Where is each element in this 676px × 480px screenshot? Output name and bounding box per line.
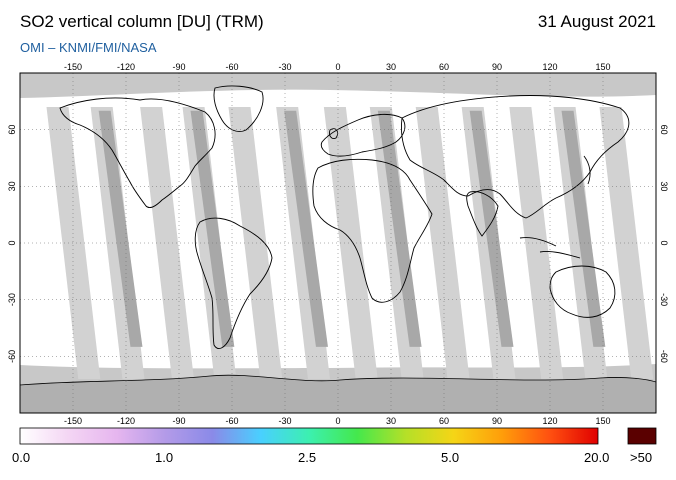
longitude-tick-label: 150 bbox=[595, 62, 610, 72]
colorbar-label-1: 1.0 bbox=[155, 450, 174, 465]
swath-overlap-band bbox=[377, 110, 422, 347]
latitude-tick-label-right: 60 bbox=[659, 125, 669, 135]
latitude-tick-label-left: -30 bbox=[7, 293, 17, 306]
latitude-tick-label-right: 30 bbox=[659, 181, 669, 191]
africa-outline bbox=[312, 158, 433, 303]
longitude-tick-label: -30 bbox=[278, 62, 291, 72]
longitude-tick-label: 120 bbox=[542, 416, 557, 426]
greenland-outline bbox=[213, 85, 264, 132]
data-source-credit: OMI – KNMI/FMI/NASA bbox=[20, 40, 157, 55]
colorbar-label-2: 2.5 bbox=[298, 450, 317, 465]
orbit-gap-swath bbox=[46, 107, 101, 379]
swath-overlap-band bbox=[561, 110, 606, 347]
longitude-tick-label: 30 bbox=[386, 416, 396, 426]
british-isles-outline bbox=[329, 128, 339, 139]
colorbar-overflow-swatch bbox=[627, 427, 657, 445]
south-america-outline bbox=[194, 217, 273, 349]
swath-overlap-band bbox=[98, 110, 143, 347]
longitude-tick-label: -120 bbox=[117, 416, 135, 426]
swath-overlap-bands bbox=[98, 110, 606, 347]
longitude-tick-label: 90 bbox=[492, 62, 502, 72]
latitude-tick-label-left: 60 bbox=[7, 125, 17, 135]
longitude-tick-label: -150 bbox=[64, 62, 82, 72]
latitude-tick-label-left: 0 bbox=[7, 240, 17, 245]
orbit-gap-swath bbox=[140, 107, 194, 379]
longitude-tick-label: -60 bbox=[225, 62, 238, 72]
coastlines bbox=[59, 85, 630, 349]
orbit-gap-swath bbox=[415, 107, 470, 379]
indonesia-outline bbox=[519, 237, 581, 259]
latitude-tick-label-right: -30 bbox=[659, 293, 669, 306]
orbit-gap-swath bbox=[599, 107, 654, 379]
longitude-tick-label: 60 bbox=[439, 62, 449, 72]
axis-tick-labels: -150 -150 -120 -120 -90 -90 -60 -60 -30 -30 0 0 30 30… bbox=[7, 62, 669, 426]
colorbar-scale bbox=[19, 427, 599, 445]
colorbar-label-3: 5.0 bbox=[441, 450, 460, 465]
map-frame bbox=[19, 72, 657, 414]
colorbar-label-4: 20.0 bbox=[584, 450, 610, 465]
longitude-tick-label: 120 bbox=[542, 62, 557, 72]
orbit-gap-swath bbox=[228, 107, 283, 379]
latitude-tick-label-left: 30 bbox=[7, 181, 17, 191]
latitude-tick-label-right: 0 bbox=[659, 240, 669, 245]
longitude-tick-label: -150 bbox=[64, 416, 82, 426]
australia-outline bbox=[549, 265, 616, 318]
europe-outline bbox=[320, 113, 406, 157]
swath-overlap-band bbox=[469, 110, 514, 347]
north-america-outline bbox=[59, 97, 216, 209]
latitude-tick-label-right: -60 bbox=[659, 350, 669, 363]
antarctica-outline bbox=[20, 374, 656, 413]
longitude-tick-label: -90 bbox=[172, 416, 185, 426]
colorbar-overflow-label: >50 bbox=[630, 450, 653, 465]
map-date: 31 August 2021 bbox=[537, 12, 656, 31]
graticule bbox=[20, 73, 656, 413]
longitude-tick-label: -30 bbox=[278, 416, 291, 426]
longitude-tick-label: 60 bbox=[439, 416, 449, 426]
longitude-tick-label: 90 bbox=[492, 416, 502, 426]
longitude-tick-label: -60 bbox=[225, 416, 238, 426]
japan-outline bbox=[583, 155, 591, 185]
longitude-tick-label: 150 bbox=[595, 416, 610, 426]
orbit-gap-swath bbox=[323, 107, 378, 379]
map-title: SO2 vertical column [DU] (TRM) bbox=[20, 12, 264, 31]
longitude-tick-label: 0 bbox=[335, 416, 340, 426]
swath-overlap-band bbox=[190, 110, 235, 347]
longitude-tick-label: 30 bbox=[386, 62, 396, 72]
swath-overlap-band bbox=[284, 110, 328, 347]
india-outline bbox=[466, 191, 499, 237]
longitude-tick-label: -120 bbox=[117, 62, 135, 72]
asia-outline bbox=[401, 95, 630, 219]
latitude-tick-label-left: -60 bbox=[7, 350, 17, 363]
colorbar-label-0: 0.0 bbox=[12, 450, 31, 465]
longitude-tick-label: 0 bbox=[335, 62, 340, 72]
longitude-tick-label: -90 bbox=[172, 62, 185, 72]
